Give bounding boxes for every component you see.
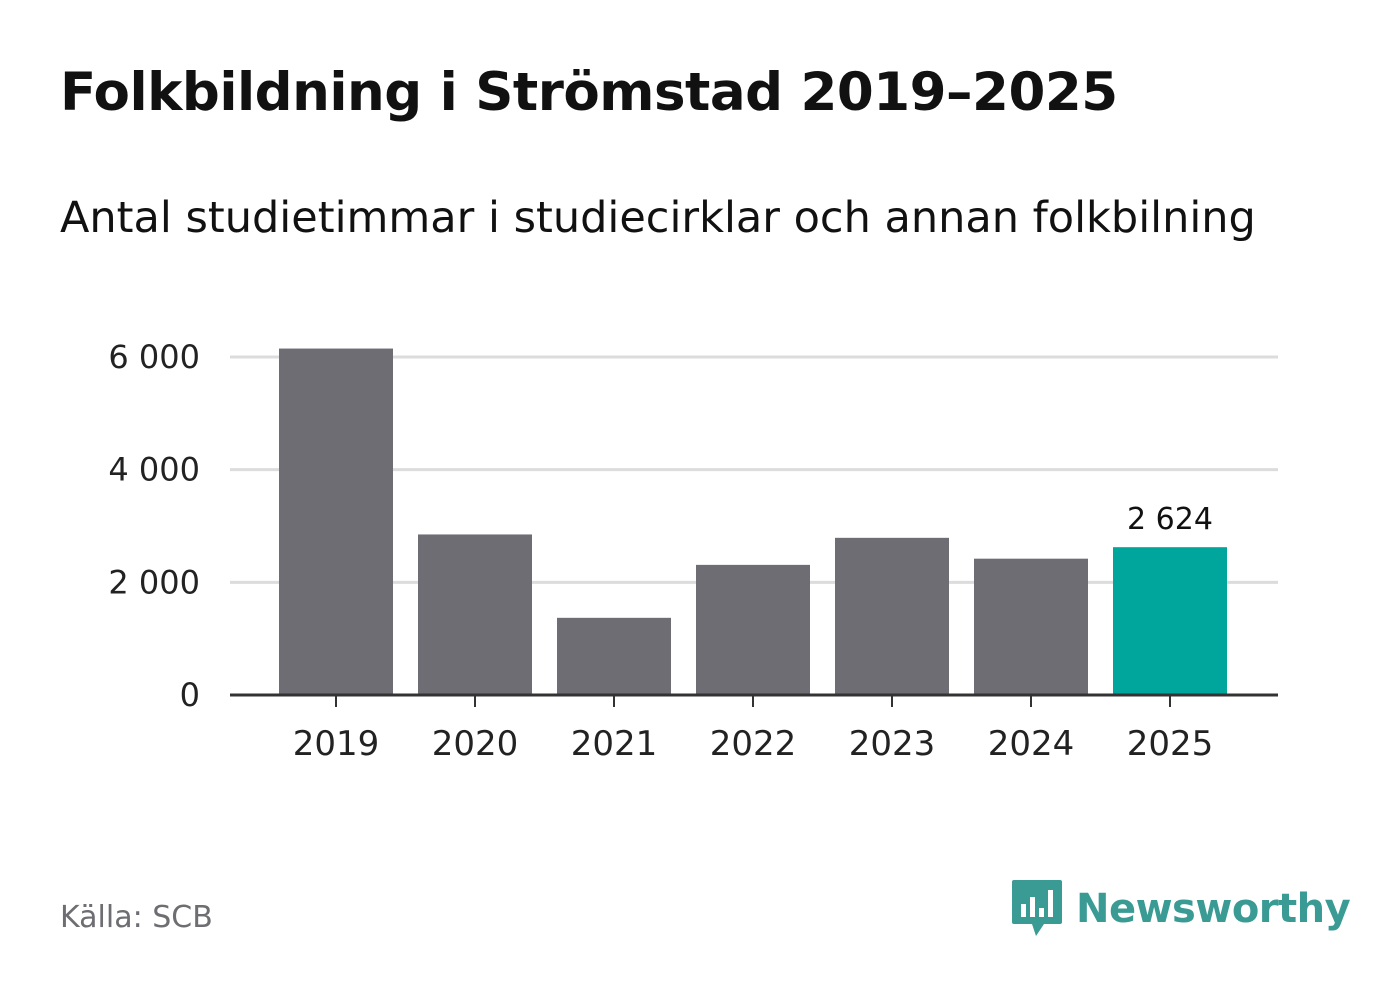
x-tick-label-2021: 2021 xyxy=(571,724,658,764)
axes xyxy=(230,693,1278,707)
bar-2021 xyxy=(557,617,671,695)
bar-2025 xyxy=(1113,547,1227,695)
x-tick-label-2023: 2023 xyxy=(849,724,936,764)
brand-logo: Newsworthy xyxy=(1010,878,1351,940)
x-tick-label-2025: 2025 xyxy=(1127,724,1214,764)
bar-2022 xyxy=(696,564,810,695)
data-label-2025: 2 624 xyxy=(1127,502,1213,537)
chart-subtitle: Antal studietimmar i studiecirklar och a… xyxy=(60,193,1256,243)
bar-2023 xyxy=(835,537,949,695)
source-note: Källa: SCB xyxy=(60,900,213,935)
y-tick-label-1: 2 000 xyxy=(108,563,200,601)
y-tick-label-2: 4 000 xyxy=(108,451,200,489)
labels: 0 2 000 4 000 6 000 2019 2020 2021 2022 2023 2024… xyxy=(108,338,1213,764)
bar-2019 xyxy=(279,348,393,695)
x-tick-label-2020: 2020 xyxy=(432,724,519,764)
x-tick-label-2022: 2022 xyxy=(710,724,797,764)
bar-chart-speech-icon xyxy=(1012,880,1062,936)
bar-2020 xyxy=(418,534,532,695)
x-tick-label-2019: 2019 xyxy=(293,724,380,764)
chart-title: Folkbildning i Strömstad 2019–2025 xyxy=(60,62,1118,123)
x-tick-label-2024: 2024 xyxy=(988,724,1075,764)
bars xyxy=(279,348,1227,695)
brand-name: Newsworthy xyxy=(1076,886,1351,932)
y-tick-label-0: 0 xyxy=(180,676,200,714)
y-tick-label-3: 6 000 xyxy=(108,338,200,376)
bar-2024 xyxy=(974,558,1088,695)
